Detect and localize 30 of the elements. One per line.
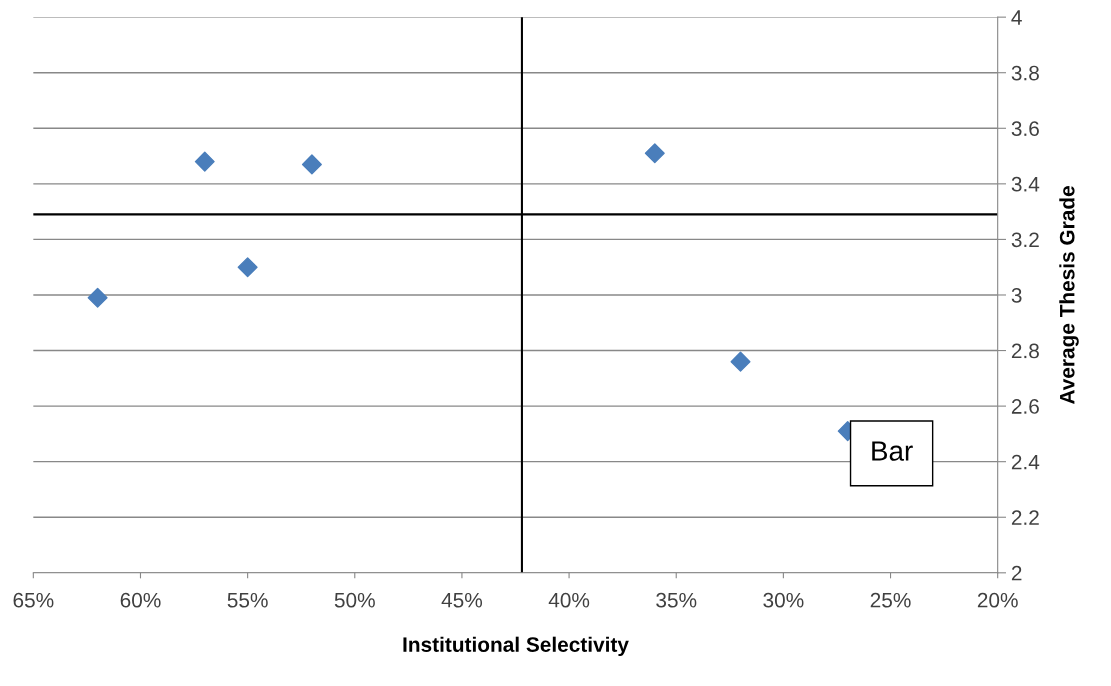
x-tick-label: 45%	[441, 592, 483, 608]
x-tick-label: 60%	[120, 592, 161, 608]
x-tick-label: 20%	[977, 592, 1018, 608]
x-tick-label: 65%	[13, 592, 54, 608]
annotation: Bar	[872, 441, 913, 461]
y-axis-title: Average Thesis Grade	[1059, 186, 1079, 405]
x-tick-label: 30%	[763, 592, 804, 608]
y-tick-label: 4	[1011, 10, 1022, 25]
point	[644, 143, 665, 164]
point	[194, 151, 215, 172]
x-tick-label: 35%	[656, 592, 697, 608]
y-tick-label: 3.6	[1011, 121, 1039, 137]
x-tick-label: 25%	[870, 592, 911, 608]
point	[237, 257, 258, 278]
y-tick-label: 3.8	[1011, 65, 1039, 81]
point	[301, 154, 322, 175]
x-tick-label: 50%	[334, 592, 375, 608]
point	[730, 351, 751, 372]
x-axis-title: Institutional Selectivity	[403, 636, 629, 657]
point	[87, 287, 108, 308]
y-tick-label: 2.2	[1011, 510, 1039, 525]
x-tick-label: 55%	[227, 592, 268, 608]
y-tick-label: 3	[1011, 287, 1022, 303]
y-tick-label: 3.4	[1011, 176, 1040, 192]
y-tick-label: 2.4	[1011, 454, 1040, 470]
y-tick-label: 2.6	[1011, 399, 1039, 414]
x-tick-label: 40%	[548, 592, 590, 608]
y-tick-label: 2.8	[1011, 343, 1039, 359]
y-tick-label: 3.2	[1011, 232, 1039, 248]
y-tick-label: 2	[1011, 565, 1022, 581]
